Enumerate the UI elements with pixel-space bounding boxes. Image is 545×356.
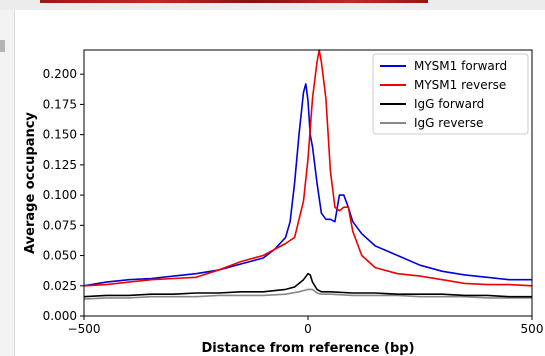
y-axis-label: Average occupancy [23,112,38,254]
y-axis: 0.000 0.025 0.050 0.075 0.100 0.125 0.150 0.175… [43,67,84,323]
y-tick-label: 0.150 [43,128,77,142]
series-line-mysm1-reverse [83,49,533,287]
y-tick-label: 0.100 [43,188,77,202]
legend-label: IgG reverse [414,116,483,130]
y-tick-label: 0.125 [43,158,77,172]
series-line-igg-forward [83,272,532,298]
y-tick-label: 0.175 [43,97,77,111]
legend: MYSM1 forward MYSM1 reverse IgG forward IgG… [372,53,529,135]
scroll-handle[interactable] [0,40,5,52]
y-tick-label: 0.075 [43,218,77,232]
legend-box [372,53,529,135]
legend-label: MYSM1 forward [414,59,507,73]
x-tick-label: 500 [521,322,544,336]
series-layer [83,49,533,300]
x-tick-label: −500 [68,322,101,336]
y-tick-label: 0.025 [43,279,77,293]
legend-label: IgG forward [414,97,484,111]
x-axis: −500 0 500 [68,316,544,336]
y-tick-label: 0.050 [43,249,77,263]
legend-label: MYSM1 reverse [414,78,506,92]
y-tick-label: 0.000 [43,309,77,323]
top-strip [0,0,545,10]
left-panel-strip [0,10,15,356]
x-axis-label: Distance from reference (bp) [201,341,414,356]
y-tick-label: 0.200 [43,67,77,81]
series-line-igg-reverse [83,288,532,300]
header-image-fragment [40,0,428,3]
x-tick-label: 0 [304,322,312,336]
